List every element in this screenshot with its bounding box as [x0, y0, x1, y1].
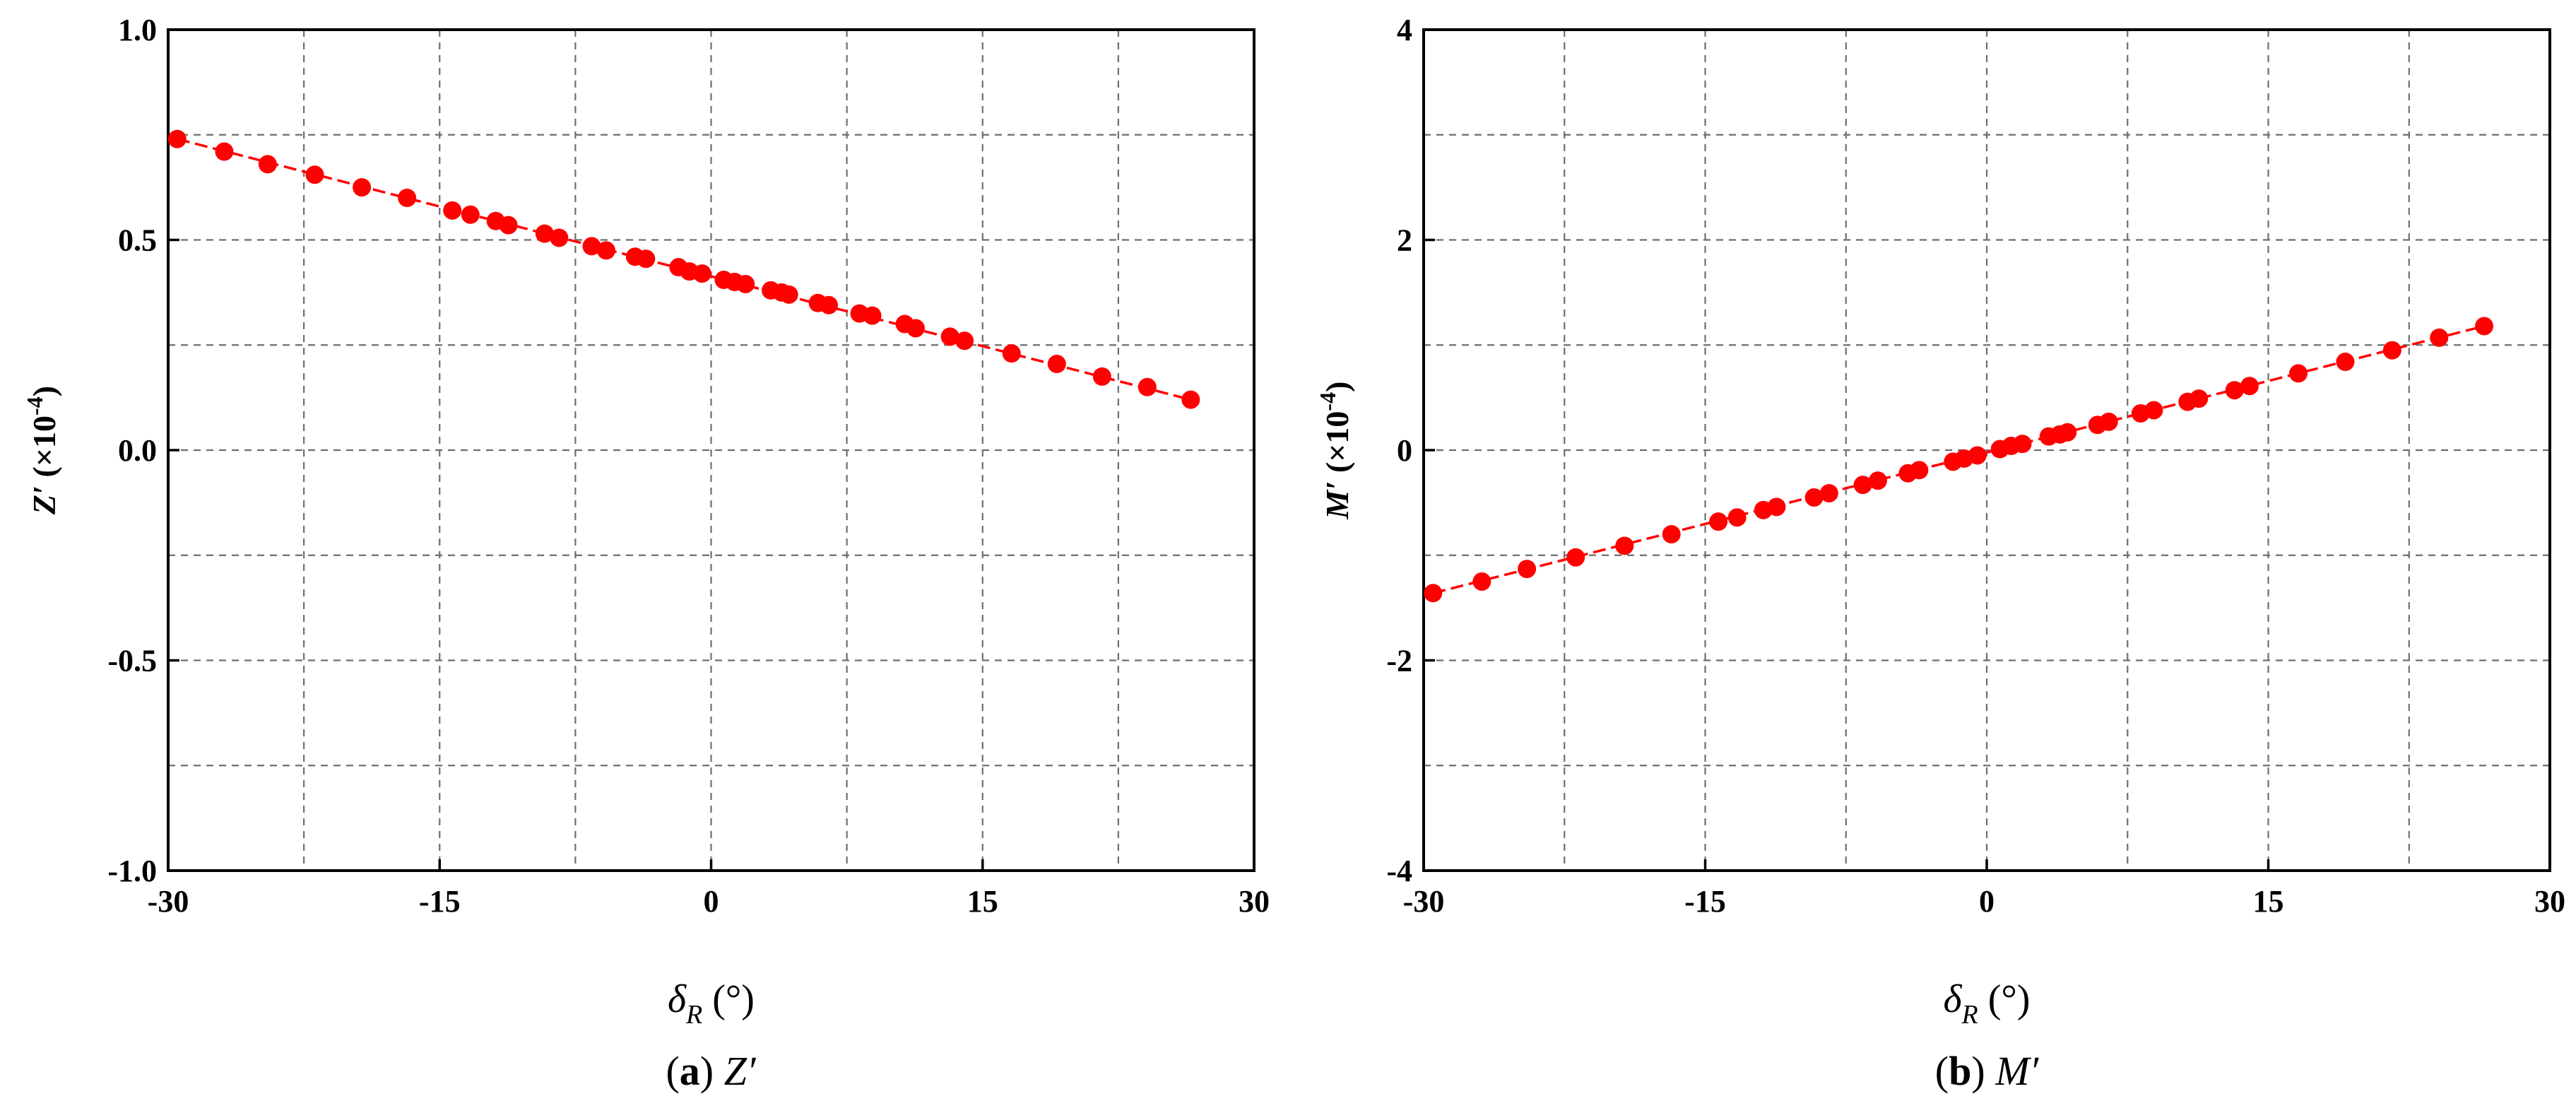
- data-point: [2382, 341, 2401, 360]
- data-point: [1662, 525, 1681, 543]
- data-point: [1424, 584, 1443, 603]
- gridlines: [1424, 30, 2550, 871]
- data-point: [2475, 317, 2494, 336]
- data-point: [2289, 364, 2308, 383]
- y-tick-label: 0.0: [118, 433, 157, 468]
- data-point: [2144, 401, 2163, 420]
- data-point: [550, 228, 569, 247]
- data-point: [2240, 377, 2259, 396]
- y-tick-label: 0: [1397, 433, 1412, 468]
- data-point: [1709, 512, 1728, 531]
- data-point: [1819, 483, 1838, 502]
- y-tick-label: -4: [1386, 854, 1412, 888]
- data-point: [535, 224, 554, 243]
- data-point: [779, 285, 798, 304]
- y-axis-label: Z′ (×10-4): [22, 386, 62, 515]
- data-point: [2058, 423, 2077, 442]
- x-axis-label: δR (°): [1944, 977, 2031, 1030]
- x-tick-label: 30: [1239, 884, 1270, 919]
- data-point: [1002, 344, 1021, 363]
- data-point: [443, 201, 462, 220]
- x-tick-label: 0: [704, 884, 719, 919]
- data-point: [940, 327, 959, 346]
- y-tick-label: 2: [1397, 223, 1412, 258]
- data-point: [596, 241, 615, 260]
- x-tick-label: 30: [2534, 884, 2565, 919]
- data-point: [1138, 377, 1157, 396]
- data-point: [305, 165, 324, 184]
- data-point: [1853, 476, 1872, 495]
- y-tick-label: -0.5: [107, 644, 157, 678]
- x-tick-label: -15: [1684, 884, 1726, 919]
- x-tick-label: 0: [1979, 884, 1995, 919]
- series-points: [1424, 317, 2494, 603]
- data-point: [2013, 435, 2032, 454]
- data-point: [167, 129, 187, 148]
- panel-b: -30 -15 0 15 30 -4 -2 0 2 4 M′ (×10-4) δR (°) (b) M′: [1315, 13, 2565, 1094]
- data-point: [2190, 389, 2209, 408]
- panel-a: -30 -15 0 15 30 -1.0 -0.5 0.0 0.5 1.0 Z′ (×10-4) δR…: [22, 13, 1270, 1094]
- x-tick-label: -30: [148, 884, 189, 919]
- data-point: [1518, 560, 1537, 579]
- data-point: [2430, 328, 2449, 347]
- data-point: [1868, 471, 1887, 490]
- data-point: [1767, 497, 1786, 517]
- x-tick-label: -15: [419, 884, 461, 919]
- data-point: [1727, 508, 1747, 527]
- data-point: [2099, 412, 2118, 431]
- y-tick-label: 0.5: [118, 223, 157, 258]
- data-point: [692, 264, 711, 283]
- x-tick-label: -30: [1403, 884, 1445, 919]
- data-point: [461, 205, 480, 224]
- data-point: [1615, 536, 1634, 555]
- data-point: [906, 319, 925, 338]
- y-tick-label: 1.0: [118, 13, 157, 47]
- y-tick-label: -2: [1386, 644, 1412, 678]
- data-point: [1047, 355, 1066, 374]
- x-tick-label: 15: [2253, 884, 2284, 919]
- data-point: [820, 295, 839, 314]
- panel-caption: (b) M′: [1935, 1048, 2040, 1094]
- y-tick-label: -1.0: [107, 854, 157, 888]
- data-point: [582, 237, 601, 256]
- series-points: [167, 129, 1200, 409]
- data-point: [2225, 381, 2244, 400]
- y-axis-label: M′ (×10-4): [1315, 382, 1355, 520]
- data-point: [215, 142, 234, 161]
- x-tick-label: 15: [967, 884, 998, 919]
- data-point: [398, 189, 417, 207]
- data-point: [1092, 367, 1111, 386]
- data-point: [1181, 390, 1200, 409]
- data-point: [2336, 353, 2355, 372]
- data-point: [499, 216, 518, 235]
- data-point: [1910, 461, 1929, 480]
- data-point: [1804, 488, 1824, 507]
- data-point: [736, 274, 755, 293]
- data-point: [1968, 446, 1987, 465]
- data-point: [637, 249, 656, 269]
- y-tick-label: 4: [1397, 13, 1412, 47]
- data-point: [1566, 548, 1585, 567]
- data-point: [258, 155, 277, 174]
- data-point: [1472, 572, 1491, 591]
- x-axis-label: δR (°): [668, 977, 755, 1030]
- data-point: [863, 306, 882, 325]
- panel-caption: (a) Z′: [666, 1048, 756, 1094]
- gridlines: [168, 30, 1254, 871]
- data-point: [955, 331, 974, 351]
- data-point: [353, 178, 372, 197]
